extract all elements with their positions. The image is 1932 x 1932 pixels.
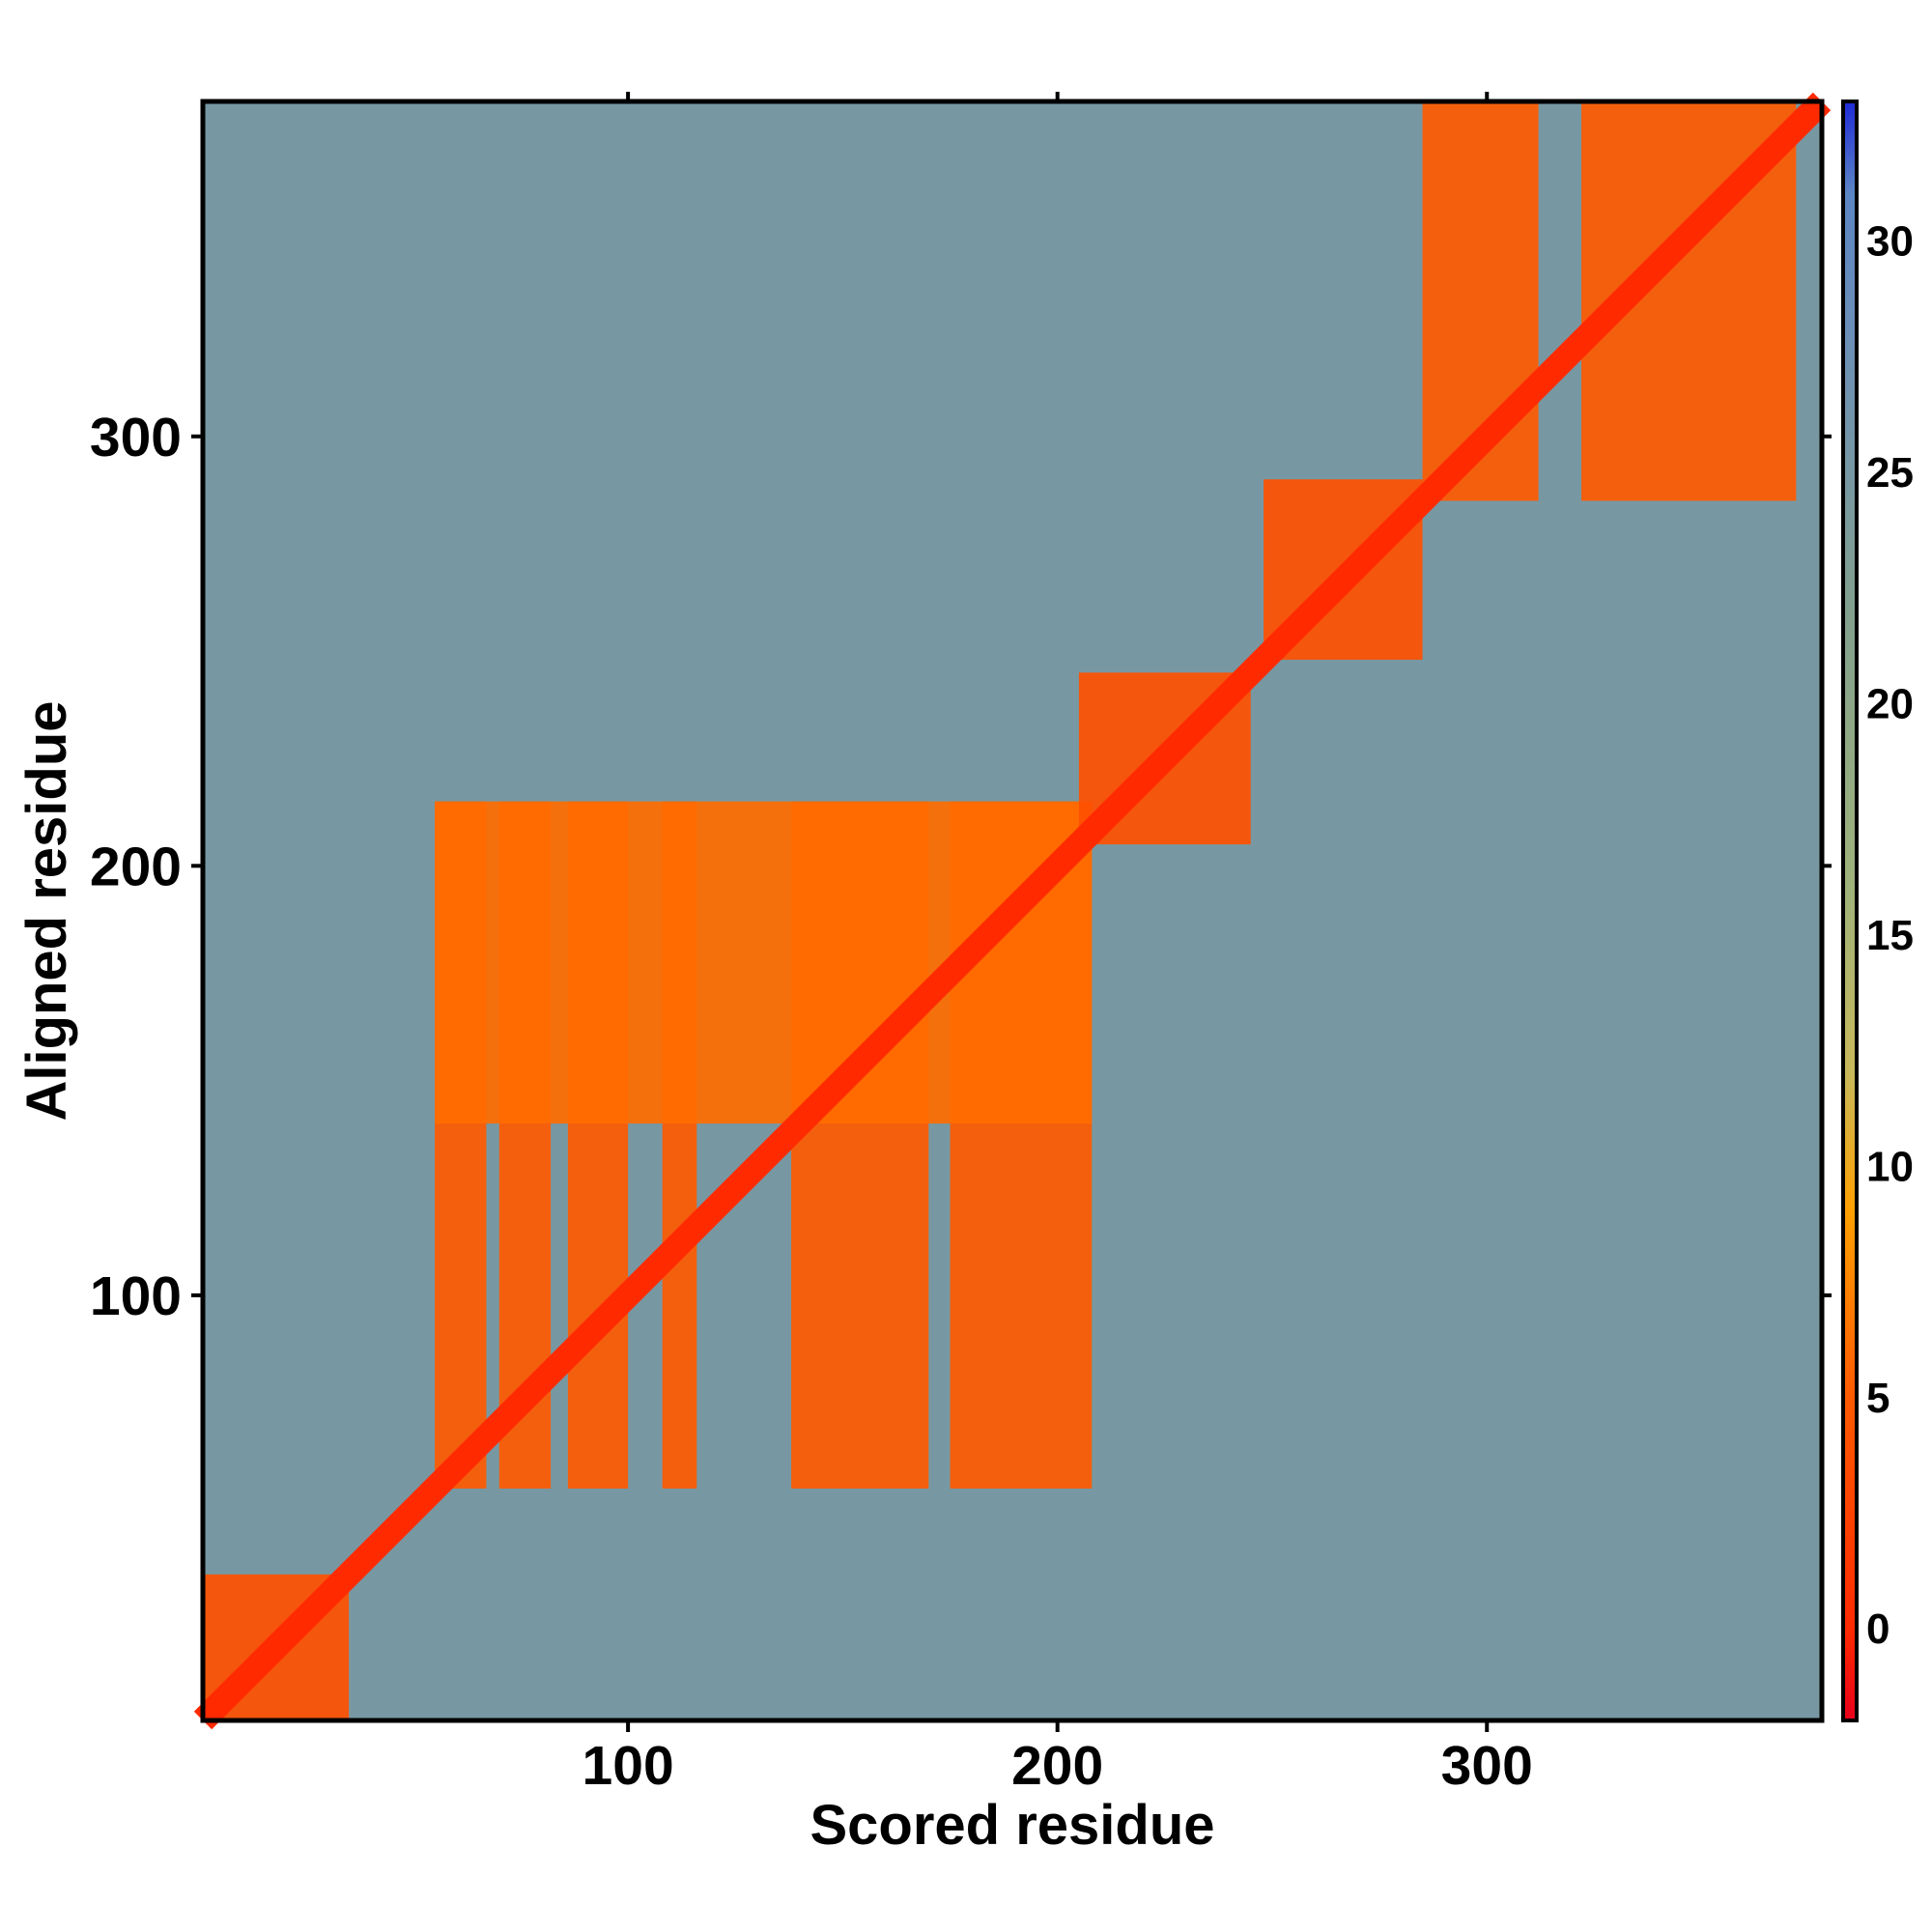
colorbar-fill [1843,101,1857,1720]
x-tick-label: 300 [1441,1735,1533,1797]
colorbar-tick-label: 30 [1866,218,1914,266]
y-tick-label: 200 [90,836,182,897]
heatmap-block-8 [435,802,1092,1123]
colorbar: 0 5 10 15 20 25 30 [1843,101,1914,1720]
x-tick-label: 100 [582,1735,674,1797]
colorbar-tick-label: 20 [1866,681,1914,728]
x-tick-label: 200 [1011,1735,1103,1797]
x-axis-title: Scored residue [810,1794,1214,1857]
plot-area [203,101,1822,1720]
y-axis-title: Aligned residue [15,700,78,1121]
colorbar-tick-label: 15 [1866,912,1914,959]
colorbar-ticks: 0 5 10 15 20 25 30 [1866,218,1914,1654]
colorbar-tick-label: 25 [1866,449,1914,497]
y-tick-label: 300 [90,407,182,469]
colorbar-tick-label: 0 [1866,1605,1889,1653]
colorbar-tick-label: 10 [1866,1143,1914,1190]
y-tick-label: 100 [90,1265,182,1327]
colorbar-tick-label: 5 [1866,1375,1889,1422]
